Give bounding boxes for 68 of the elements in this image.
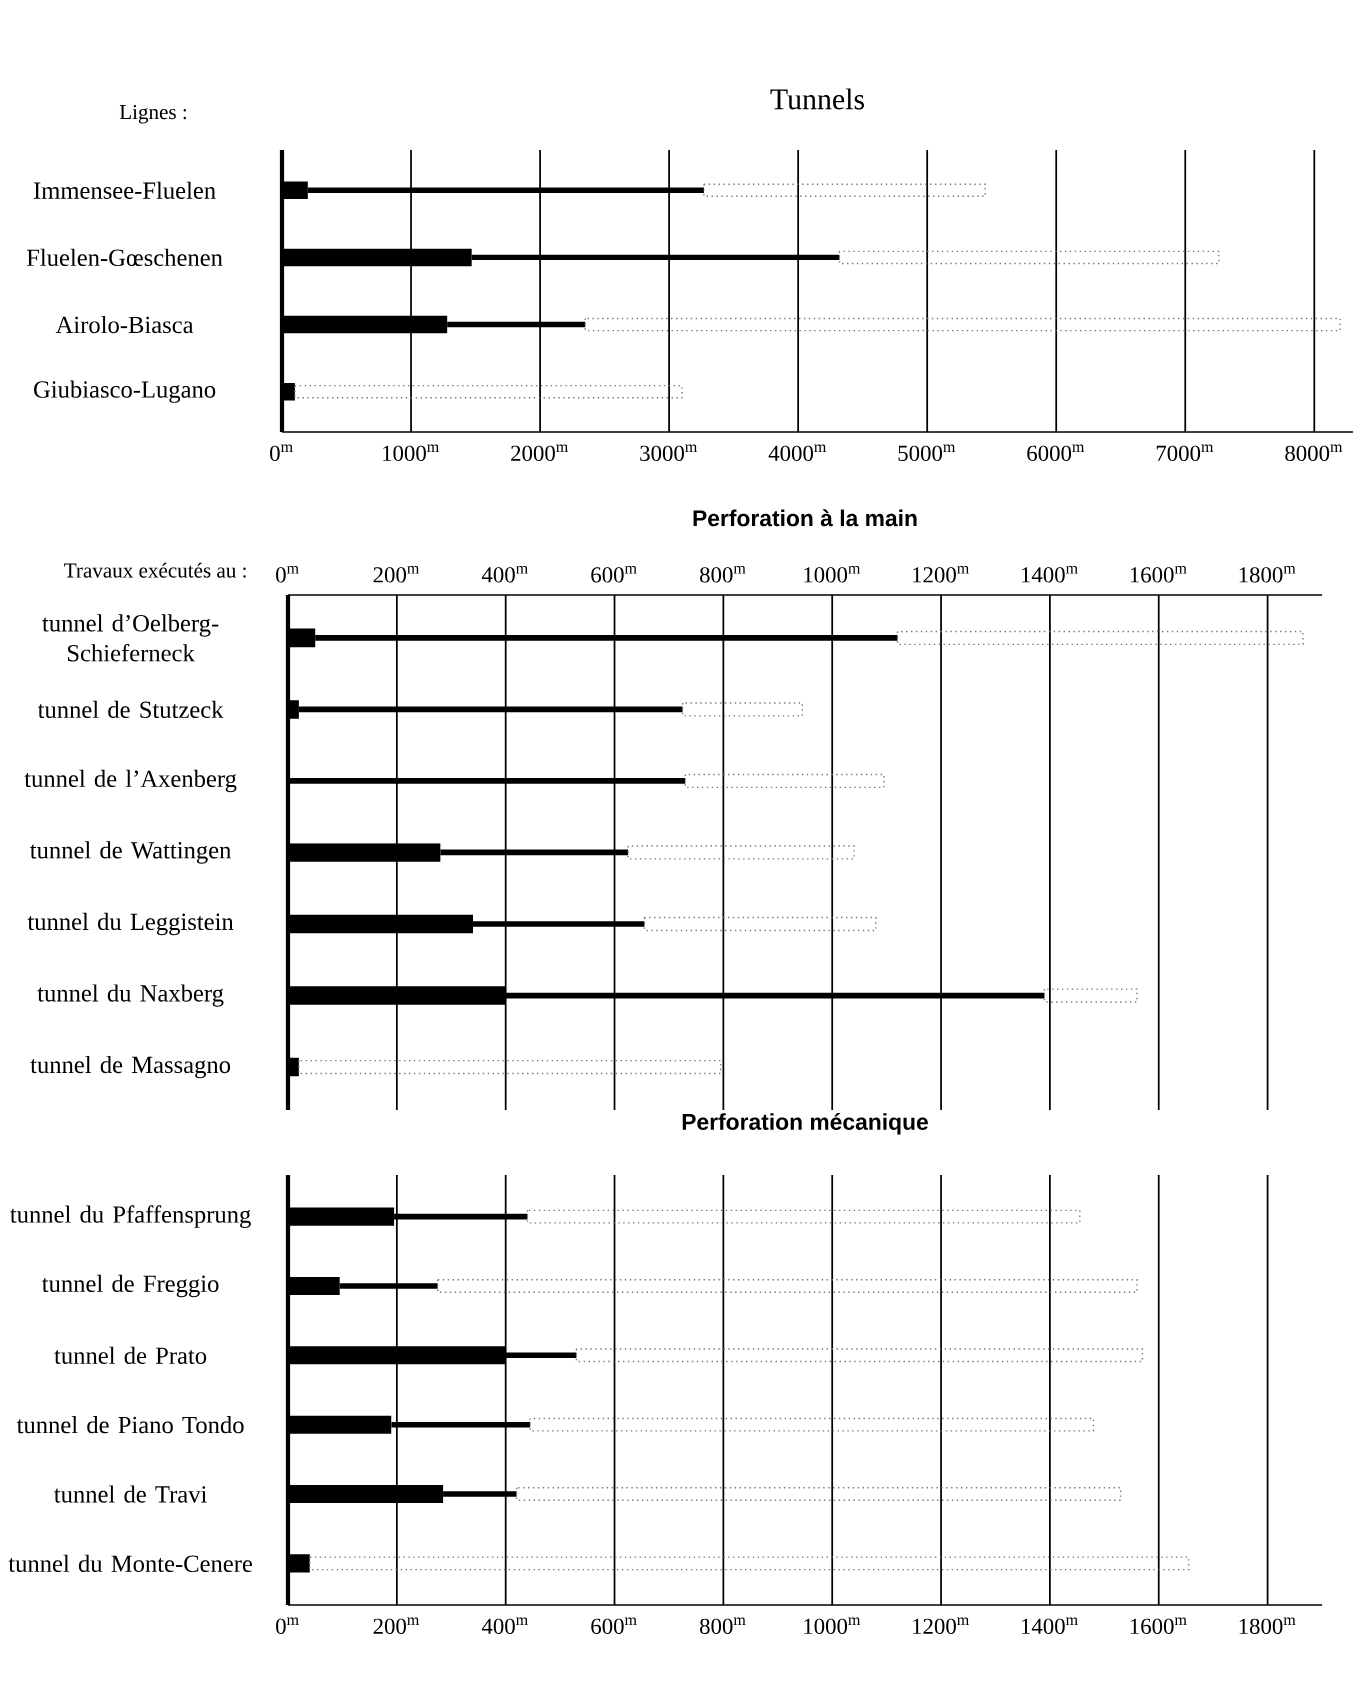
bar <box>1043 988 1138 1003</box>
bar <box>436 1279 1138 1293</box>
bar <box>627 845 855 860</box>
x-tick-label: 800$^{m}$ <box>700 1617 746 1635</box>
x-tick-label: 8000$^{m}$ <box>1285 444 1343 462</box>
x-tick-label: 600$^{m}$ <box>591 565 637 583</box>
x-tick-label: 1000$^{m}$ <box>804 565 861 583</box>
x-tick-label: 3000$^{m}$ <box>640 444 698 462</box>
x-tick-label: 2000$^{m}$ <box>511 444 568 462</box>
y-tick-label: tunnel d’Oelberg-Schieferneck <box>42 614 219 662</box>
x-tick-label: 1200$^{m}$ <box>913 1617 969 1635</box>
x-tick-label: 1000$^{m}$ <box>804 1617 861 1635</box>
bar <box>643 916 877 932</box>
y-tick-label: Airolo-Biasca <box>55 315 194 334</box>
y-tick-label: Immensee-Fluelen <box>33 181 216 199</box>
bar <box>529 1417 1095 1432</box>
x-tick-label: 1800$^{m}$ <box>1239 1617 1296 1635</box>
bar <box>526 1209 1081 1224</box>
x-tick-label: 1400$^{m}$ <box>1021 1617 1078 1635</box>
x-tick-label: 0$^{m}$ <box>276 1617 299 1635</box>
y-tick-label: tunnel de Travi <box>54 1485 207 1503</box>
x-tick-label: 800$^{m}$ <box>700 565 746 583</box>
bar <box>515 1487 1122 1501</box>
bar <box>681 702 803 717</box>
x-tick-label: 6000$^{m}$ <box>1027 444 1085 462</box>
x-tick-label: 7000$^{m}$ <box>1156 444 1214 462</box>
x-tick-label: 400$^{m}$ <box>481 1617 528 1635</box>
y-tick-label: tunnel de Stutzeck <box>37 700 224 719</box>
y-tick-label: tunnel du Leggistein <box>27 912 234 936</box>
y-tick-label: tunnel du Naxberg <box>37 984 224 1007</box>
bar <box>298 1059 722 1075</box>
bar <box>575 1348 1144 1363</box>
x-tick-label: 4000$^{m}$ <box>768 444 827 462</box>
y-tick-label: Giubiasco-Lugano <box>34 380 216 403</box>
x-tick-label: 200$^{m}$ <box>373 565 420 583</box>
x-tick-label: 200$^{m}$ <box>373 1617 420 1635</box>
bar <box>309 1556 1190 1571</box>
y-tick-label: tunnel du Pfaffensprung <box>10 1205 251 1228</box>
x-tick-label: 1600$^{m}$ <box>1130 565 1187 583</box>
chart-title: Perforation mécanique <box>682 1112 928 1135</box>
y-tick-label: tunnel de Massagno <box>30 1055 231 1079</box>
bar <box>703 183 986 198</box>
x-tick-label: 600$^{m}$ <box>591 1617 637 1635</box>
chart-title: Tunnels <box>770 88 865 110</box>
x-tick-label: 1400$^{m}$ <box>1021 565 1078 583</box>
bar <box>294 384 683 399</box>
y-tick-label: Fluelen-Gœschenen <box>26 248 223 267</box>
y-tick-label: tunnel de l’Axenberg <box>24 769 237 793</box>
y-axis-title: Travaux exécutés au : <box>64 562 246 578</box>
y-axis-title: Lignes : <box>119 104 187 124</box>
y-tick-label: tunnel du Monte-Cenere <box>8 1554 252 1573</box>
x-tick-label: 0$^{m}$ <box>270 444 293 462</box>
x-tick-label: 1800$^{m}$ <box>1239 565 1296 583</box>
bar <box>896 630 1304 646</box>
x-tick-label: 1600$^{m}$ <box>1130 1617 1187 1635</box>
bar <box>584 317 1341 332</box>
x-tick-label: 5000$^{m}$ <box>898 444 956 462</box>
y-tick-label: tunnel de Wattingen <box>29 841 232 864</box>
x-tick-label: 1200$^{m}$ <box>913 565 969 583</box>
x-tick-label: 400$^{m}$ <box>481 565 528 583</box>
y-tick-label: tunnel de Prato <box>54 1346 207 1364</box>
x-tick-label: 1000$^{m}$ <box>383 444 439 462</box>
chart-title: Perforation à la main <box>693 509 917 527</box>
y-tick-label: tunnel de Piano Tondo <box>16 1416 244 1434</box>
bar <box>684 773 885 789</box>
y-tick-label: tunnel de Freggio <box>41 1274 219 1298</box>
bar <box>838 250 1220 265</box>
x-tick-label: 0$^{m}$ <box>276 565 299 583</box>
